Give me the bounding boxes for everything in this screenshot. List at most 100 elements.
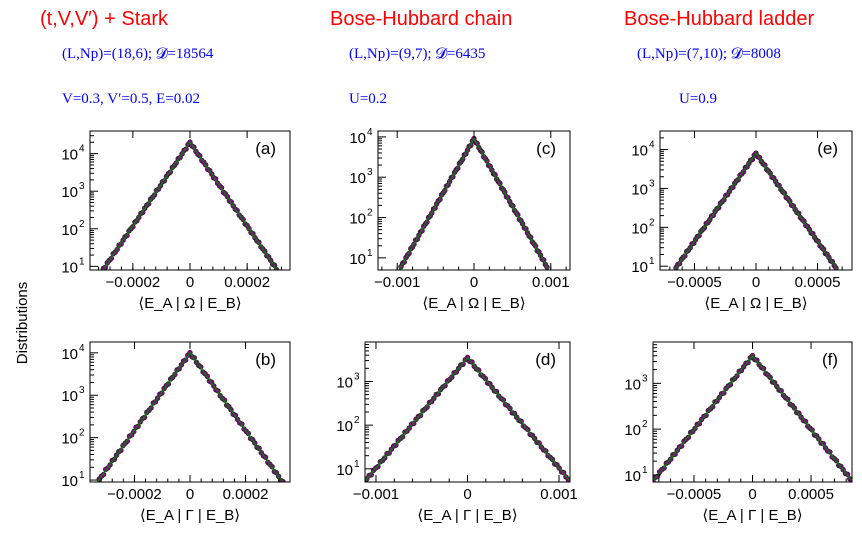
header-col-1: (t,V,V′) + Stark (L,Np)=(18,6); 𝓓=18564 … [40,8,214,107]
y-tick-label: 10 [61,259,78,276]
y-tick-label: 10 [631,259,648,276]
panel-label: (f) [822,350,838,369]
markers-d [365,354,570,482]
header-params-1: (L,Np)=(18,6); 𝓓=18564 [62,46,214,62]
fit-curve [398,137,550,270]
y-tick-label: 10 [349,211,366,228]
header-title-1: (t,V,V′) + Stark [40,8,169,30]
y-tick-label: 10 [349,251,366,268]
y-tick-label: 10 [349,130,366,147]
y-tick-exponent: 3 [642,373,648,384]
y-tick-exponent: 1 [649,256,655,267]
header-col-2: Bose-Hubbard chain (L,Np)=(9,7); 𝓓=6435 … [330,8,512,107]
x-axis-label: ⟨E_A | Ω | E_B⟩ [138,295,241,312]
y-tick-label: 10 [61,473,78,490]
fit-curve [673,152,839,270]
y-tick-label: 10 [624,376,641,393]
fit-curve [101,141,279,270]
x-tick-label: 0.0002 [223,486,269,503]
y-tick-label: 10 [631,143,648,160]
x-tick-label: 0.0005 [788,486,834,503]
y-tick-exponent: 3 [354,371,360,382]
header-extra-3: U=0.9 [679,91,717,107]
y-tick-label: 10 [624,468,641,485]
fit-curve [653,354,852,482]
x-tick-label: 0.001 [532,274,570,291]
x-tick-label: 0 [186,274,194,291]
y-tick-exponent: 1 [642,465,648,476]
y-tick-exponent: 3 [649,178,655,189]
y-axis-label: Distributions [14,282,31,365]
panel-label: (a) [255,139,276,158]
y-tick-label: 10 [61,184,78,201]
x-axis-label: ⟨E_A | Ω | E_B⟩ [704,295,807,312]
y-tick-exponent: 1 [367,248,373,259]
y-tick-label: 10 [336,462,353,479]
y-tick-exponent: 2 [79,219,85,230]
y-tick-exponent: 3 [367,167,373,178]
header-params-2: (L,Np)=(9,7); 𝓓=6435 [349,46,485,62]
y-tick-exponent: 1 [79,256,85,267]
x-tick-label: 0.0005 [795,274,841,291]
x-tick-label: 0 [752,274,760,291]
y-tick-exponent: 4 [79,343,85,354]
panel-label: (c) [536,139,556,158]
x-tick-label: 0 [186,486,194,503]
markers-e [673,150,839,270]
panel-label: (b) [255,350,276,369]
panel-label: (e) [817,139,838,158]
y-tick-label: 10 [61,147,78,164]
x-axis-label: ⟨E_A | Γ | E_B⟩ [140,507,240,524]
header-col-3: Bose-Hubbard ladder (L,Np)=(7,10); 𝓓=800… [624,8,814,107]
x-tick-label: −0.0002 [106,274,161,291]
x-tick-label: −0.0002 [107,486,162,503]
x-tick-label: 0 [748,486,756,503]
header-extra-2: U=0.2 [349,91,387,107]
y-tick-label: 10 [349,170,366,187]
markers-c [398,135,550,270]
y-tick-label: 10 [61,388,78,405]
y-tick-label: 10 [631,220,648,237]
y-tick-exponent: 2 [367,208,373,219]
markers-f [653,352,852,482]
x-tick-label: 0.001 [540,486,578,503]
fit-curve [365,356,570,482]
header-params-3: (L,Np)=(7,10); 𝓓=8008 [637,46,781,62]
y-tick-exponent: 3 [79,181,85,192]
y-tick-label: 10 [336,418,353,435]
header-title-3: Bose-Hubbard ladder [624,8,814,30]
x-tick-label: −0.0005 [667,274,722,291]
y-tick-label: 10 [61,346,78,363]
x-tick-label: 0.0002 [224,274,270,291]
y-tick-label: 10 [61,222,78,239]
markers-a [100,139,280,270]
y-tick-label: 10 [61,431,78,448]
fit-curve [96,351,284,482]
y-tick-exponent: 1 [79,470,85,481]
x-axis-label: ⟨E_A | Γ | E_B⟩ [702,507,802,524]
markers-b [96,349,286,482]
x-axis-label: ⟨E_A | Γ | E_B⟩ [417,507,517,524]
x-tick-label: 0 [470,274,478,291]
x-tick-label: −0.0005 [667,486,722,503]
header-extra-1: V=0.3, V′=0.5, E=0.02 [62,91,200,107]
y-tick-exponent: 2 [354,415,360,426]
panel-label: (d) [535,350,556,369]
y-tick-exponent: 2 [642,419,648,430]
y-tick-exponent: 4 [649,140,655,151]
x-tick-label: 0 [463,486,471,503]
y-tick-exponent: 4 [367,127,373,138]
x-tick-label: −0.001 [374,274,420,291]
y-tick-exponent: 3 [79,385,85,396]
header-title-2: Bose-Hubbard chain [330,8,512,30]
x-tick-label: −0.001 [353,486,399,503]
x-axis-label: ⟨E_A | Ω | E_B⟩ [422,295,525,312]
